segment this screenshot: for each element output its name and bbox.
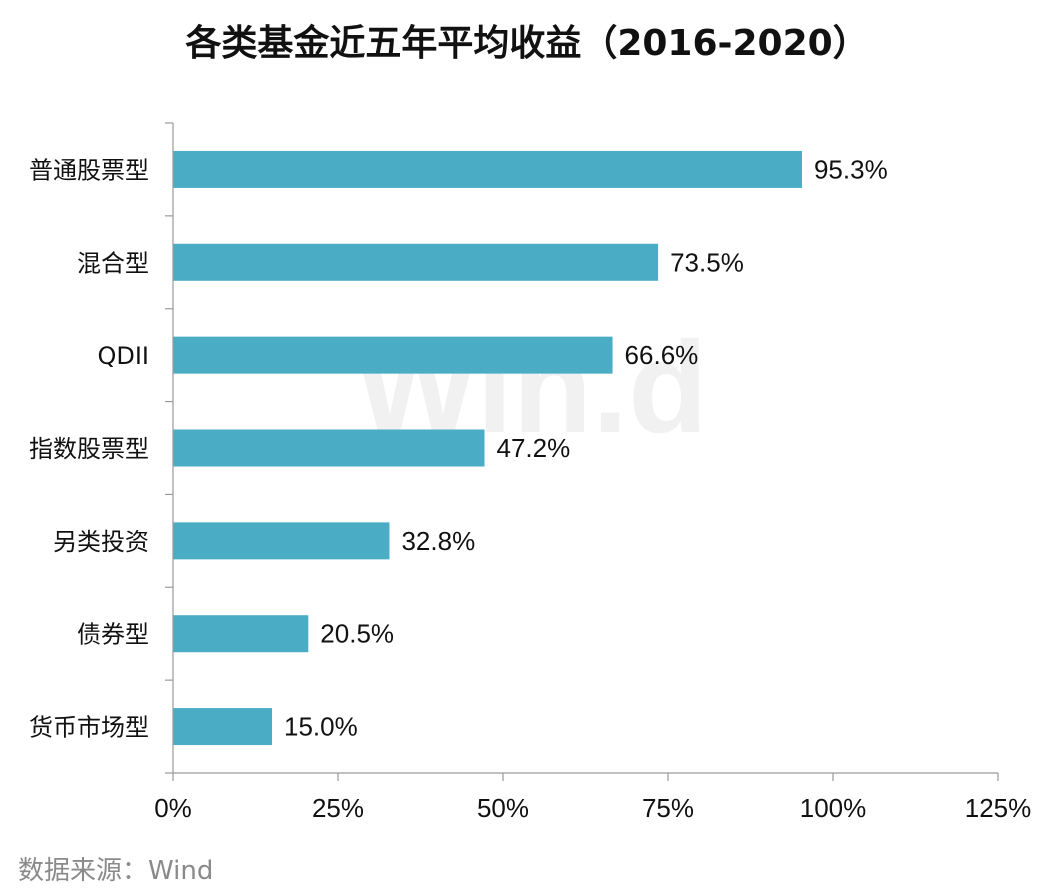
category-label-1: 混合型 (77, 249, 149, 277)
data-label-3: 47.2% (497, 433, 571, 463)
bar-2 (173, 336, 613, 374)
category-label-2: QDII (97, 342, 149, 370)
data-label-6: 15.0% (284, 712, 358, 742)
category-label-4: 另类投资 (53, 528, 149, 556)
data-source-note: 数据来源：Wind (18, 856, 214, 886)
data-label-2: 66.6% (625, 340, 699, 370)
x-tick-label-2: 50% (477, 793, 529, 823)
x-tick-label-1: 25% (312, 793, 364, 823)
category-label-5: 债券型 (77, 621, 149, 649)
x-tick-label-3: 75% (642, 793, 694, 823)
bar-4 (173, 522, 390, 560)
data-label-4: 32.8% (401, 526, 475, 556)
data-label-1: 73.5% (670, 247, 744, 277)
bars-group: 95.3% 73.5% 66.6% 47.2% 32.8% 20.5% 15.0% (173, 150, 888, 746)
bar-3 (173, 429, 485, 467)
bar-0 (173, 150, 802, 188)
bar-5 (173, 615, 309, 653)
x-tick-label-0: 0% (154, 793, 192, 823)
data-label-5: 20.5% (320, 619, 394, 649)
category-label-0: 普通股票型 (29, 156, 149, 184)
category-label-6: 货币市场型 (29, 714, 149, 742)
chart-title: 各类基金近五年平均收益（2016-2020） (185, 23, 869, 64)
x-tick-label-4: 100% (800, 793, 867, 823)
category-label-3: 指数股票型 (29, 435, 149, 463)
bar-1 (173, 243, 659, 281)
x-tick-label-5: 125% (965, 793, 1032, 823)
data-label-0: 95.3% (814, 154, 888, 184)
bar-6 (173, 708, 272, 746)
